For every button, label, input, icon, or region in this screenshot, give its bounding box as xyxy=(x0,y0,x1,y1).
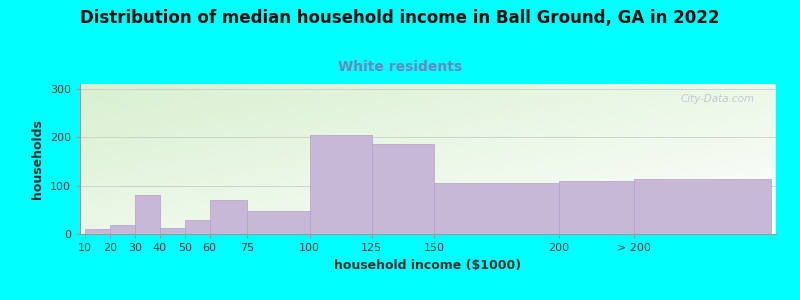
Bar xyxy=(160,228,185,234)
Bar xyxy=(210,200,247,234)
Bar xyxy=(634,179,771,234)
Bar xyxy=(135,195,160,234)
Bar xyxy=(110,225,135,234)
Bar xyxy=(372,145,434,234)
X-axis label: household income ($1000): household income ($1000) xyxy=(334,259,522,272)
Text: Distribution of median household income in Ball Ground, GA in 2022: Distribution of median household income … xyxy=(80,9,720,27)
Y-axis label: households: households xyxy=(31,119,44,199)
Bar xyxy=(434,183,559,234)
Text: White residents: White residents xyxy=(338,60,462,74)
Bar xyxy=(85,229,110,234)
Bar xyxy=(310,135,372,234)
Text: City-Data.com: City-Data.com xyxy=(681,94,755,104)
Bar xyxy=(559,181,684,234)
Bar xyxy=(247,211,310,234)
Bar xyxy=(185,220,210,234)
